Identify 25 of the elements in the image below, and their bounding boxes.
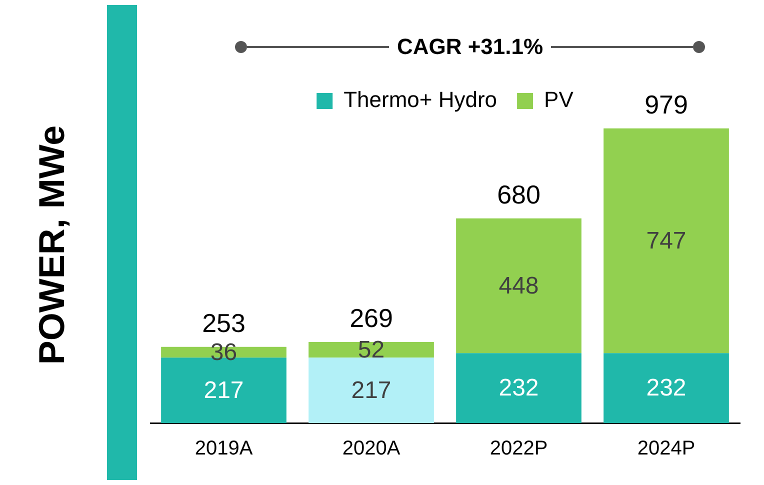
data-label: 448 [498, 272, 539, 300]
data-label: 217 [351, 376, 392, 404]
y-axis-title: POWER, MWe [31, 125, 73, 365]
total-label: 680 [497, 179, 540, 210]
bar [456, 218, 582, 354]
total-label: 253 [202, 308, 246, 338]
text: CAGR +31.1% [396, 34, 544, 60]
data-label: 52 [358, 336, 385, 364]
x-tick-label: 2019A [194, 438, 254, 460]
data-label: 217 [204, 376, 244, 404]
legend-label: Thermo+ Hydro [344, 87, 498, 112]
x-tick-label: 2022P [490, 438, 548, 460]
bar [308, 342, 434, 358]
legend-label: PV [544, 87, 574, 112]
bar [308, 358, 434, 423]
total-label: 269 [350, 303, 393, 334]
total-label: 979 [644, 89, 688, 120]
data-label: 232 [498, 374, 539, 402]
bar [456, 353, 582, 423]
data-label: 747 [646, 227, 686, 254]
x-tick-label: 2020A [342, 438, 401, 460]
bar [604, 128, 729, 354]
x-tick-label: 2024P [637, 438, 696, 460]
bar [604, 353, 729, 423]
data-label: 232 [646, 374, 686, 402]
